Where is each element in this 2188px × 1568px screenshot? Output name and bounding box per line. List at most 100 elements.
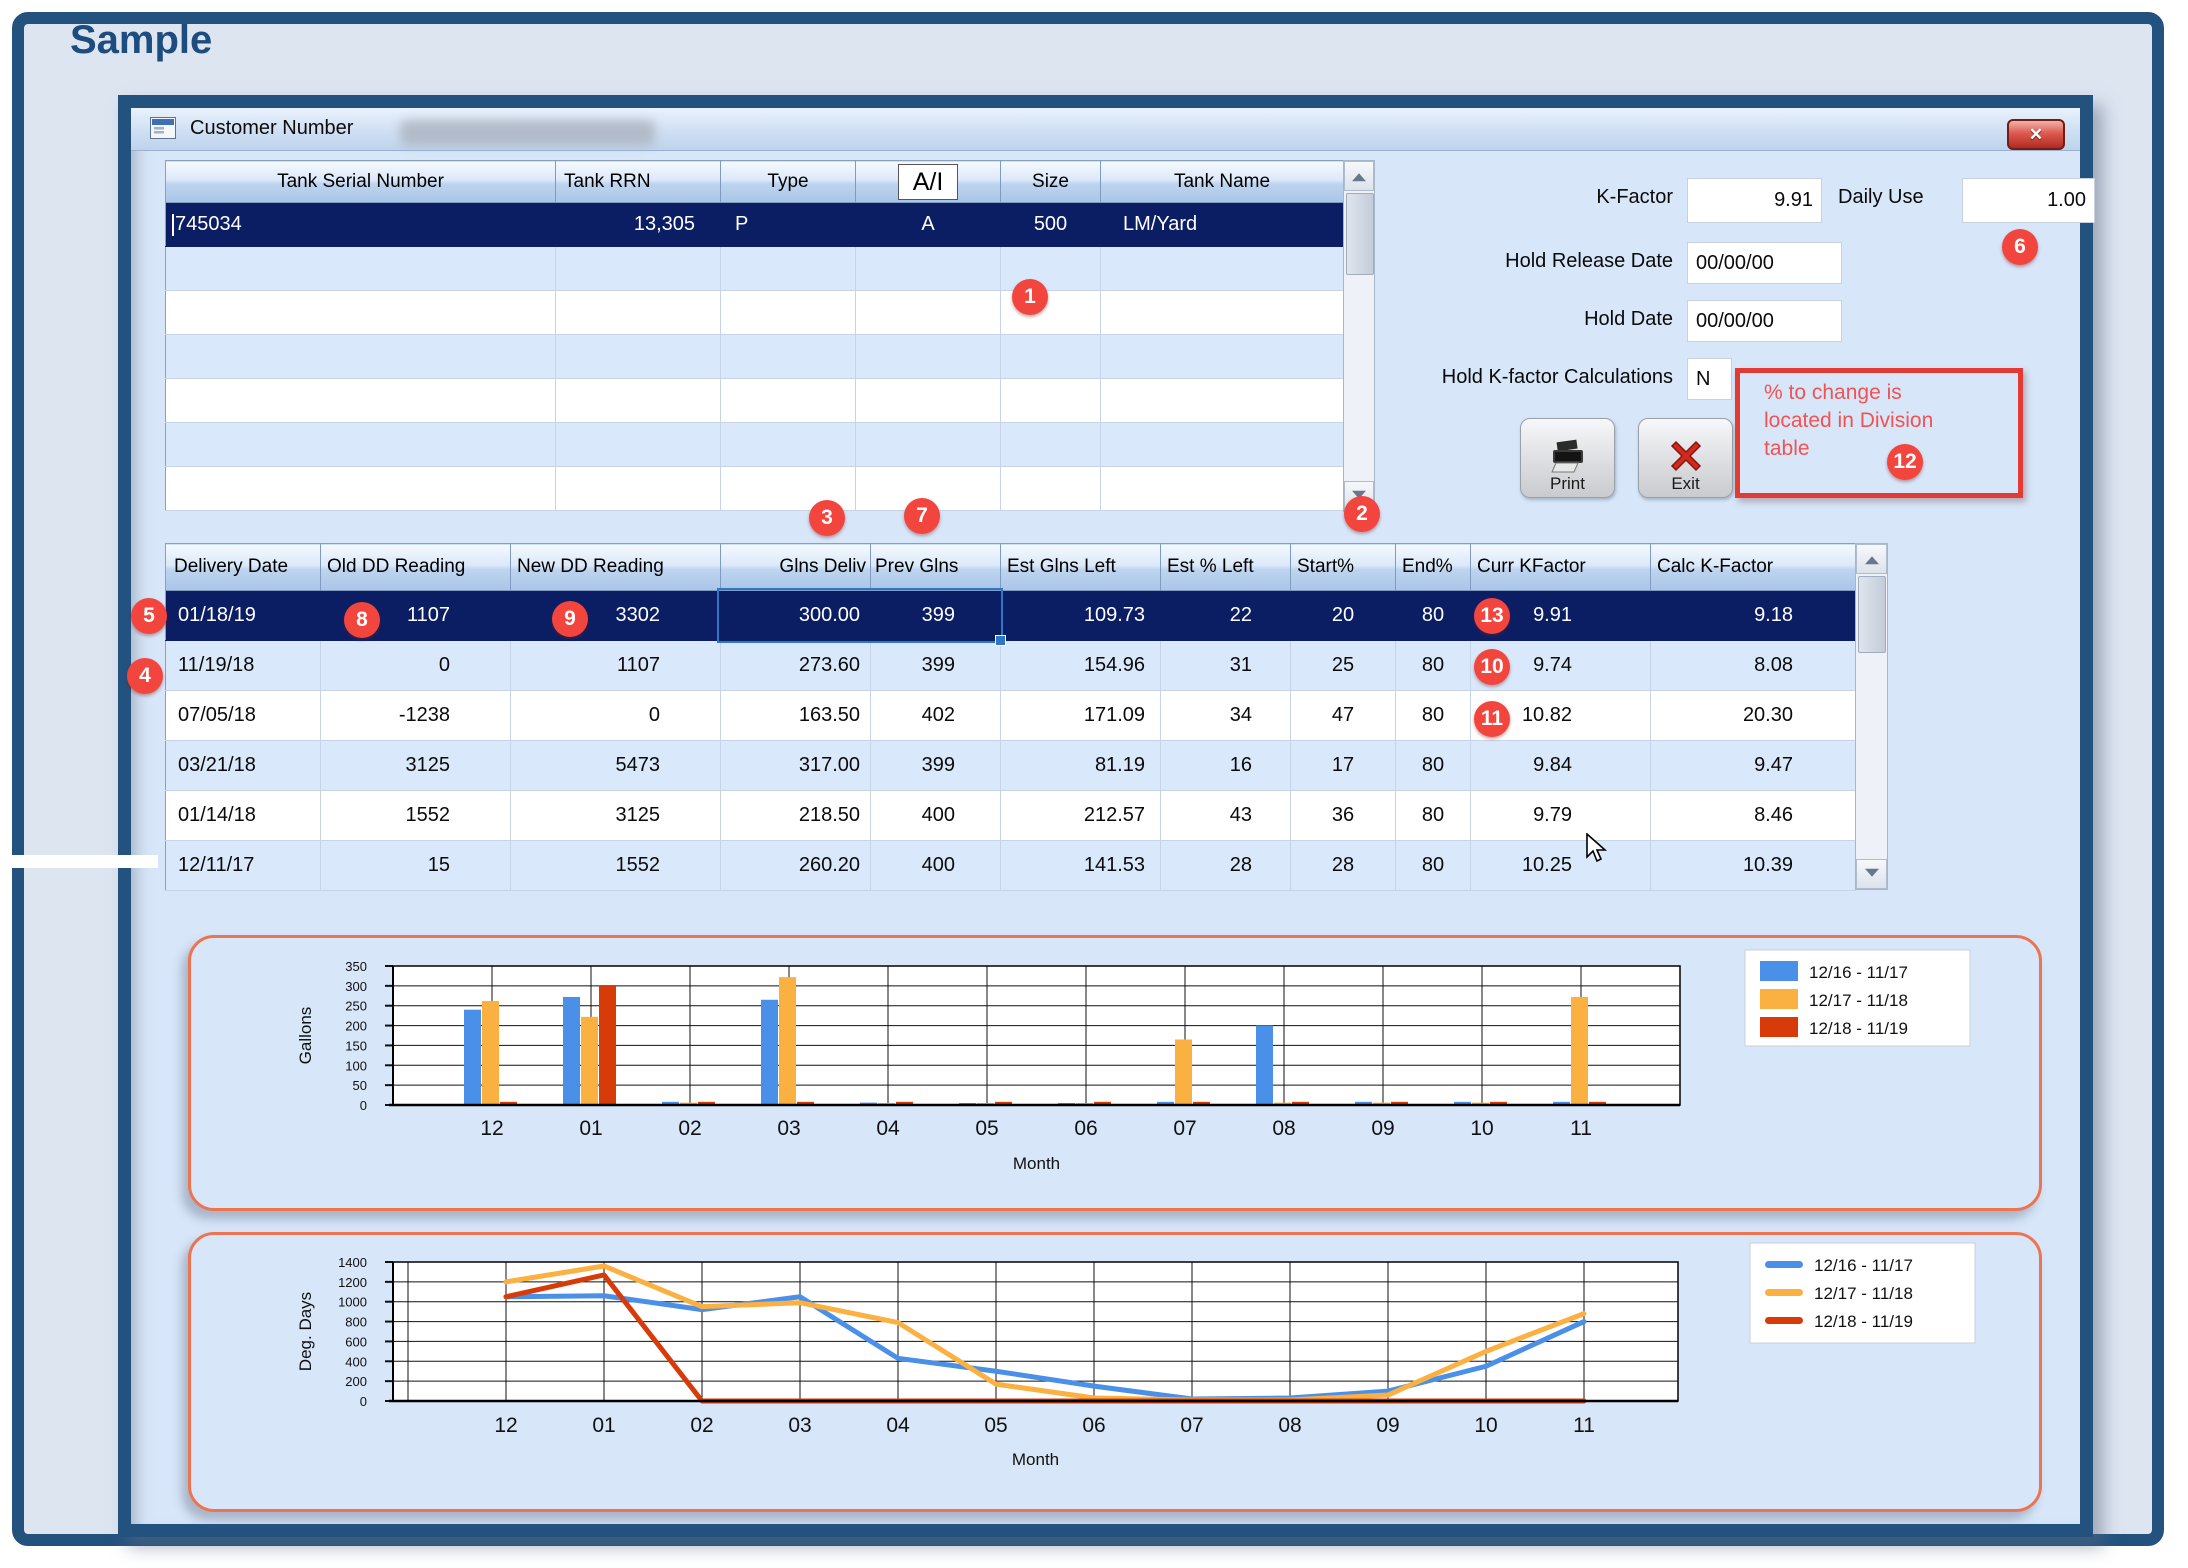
svg-text:0: 0 bbox=[360, 1394, 367, 1409]
svg-text:12: 12 bbox=[494, 1414, 517, 1437]
scroll-thumb[interactable] bbox=[1346, 193, 1374, 275]
svg-text:1200: 1200 bbox=[338, 1275, 367, 1290]
svg-text:0: 0 bbox=[360, 1098, 367, 1113]
selection-handle[interactable] bbox=[995, 635, 1006, 646]
col-prev-glns[interactable]: Prev Glns bbox=[870, 543, 1001, 591]
svg-text:03: 03 bbox=[788, 1414, 811, 1437]
scroll-down-button[interactable] bbox=[1856, 859, 1887, 889]
svg-text:03: 03 bbox=[777, 1117, 800, 1140]
col-glns-deliv[interactable]: Glns Deliv bbox=[720, 543, 871, 591]
hold-date-field[interactable]: 00/00/00 bbox=[1687, 300, 1842, 342]
col-size[interactable]: Size bbox=[1000, 160, 1101, 203]
delivery-scrollbar[interactable] bbox=[1855, 543, 1888, 890]
badge-6: 6 bbox=[2002, 229, 2038, 265]
k-factor-field[interactable]: 9.91 bbox=[1687, 178, 1822, 223]
col-curr-kfactor[interactable]: Curr KFactor bbox=[1470, 543, 1651, 591]
col-ai[interactable]: A/I bbox=[855, 160, 1001, 203]
col-type[interactable]: Type bbox=[720, 160, 856, 203]
delivery-row[interactable]: 01/14/18 1552 3125 218.50 400 212.57 43 36 80 9.7… bbox=[165, 790, 1856, 841]
col-calc-kfactor[interactable]: Calc K-Factor bbox=[1650, 543, 1856, 591]
hold-release-date-field[interactable]: 00/00/00 bbox=[1687, 242, 1842, 284]
svg-text:09: 09 bbox=[1376, 1414, 1399, 1437]
delivery-row[interactable]: 11/19/18 0 1107 273.60 399 154.96 31 25 80 9.74 8.… bbox=[165, 640, 1856, 691]
daily-use-field[interactable]: 1.00 bbox=[1962, 178, 2095, 223]
delivery-table: Delivery Date Old DD Reading New DD Read… bbox=[165, 543, 1856, 891]
svg-text:12/16 - 11/17: 12/16 - 11/17 bbox=[1814, 1256, 1913, 1275]
svg-text:08: 08 bbox=[1278, 1414, 1301, 1437]
col-new-dd[interactable]: New DD Reading bbox=[510, 543, 721, 591]
svg-text:12/17 - 11/18: 12/17 - 11/18 bbox=[1814, 1284, 1913, 1303]
col-est-glns-left[interactable]: Est Glns Left bbox=[1000, 543, 1161, 591]
ai-toggle[interactable]: A/I bbox=[897, 163, 959, 200]
svg-text:300: 300 bbox=[345, 979, 367, 994]
close-button[interactable]: ✕ bbox=[2007, 119, 2065, 150]
svg-text:800: 800 bbox=[345, 1315, 367, 1330]
tank-row-empty[interactable] bbox=[165, 290, 1344, 335]
svg-text:05: 05 bbox=[984, 1414, 1007, 1437]
col-delivery-date[interactable]: Delivery Date bbox=[165, 543, 321, 591]
delivery-row-selected[interactable]: 01/18/19 1107 3302 300.00 399 109.73 22 20 80 9.9… bbox=[165, 590, 1856, 641]
col-tank-rrn[interactable]: Tank RRN bbox=[555, 160, 721, 203]
delivery-row[interactable]: 12/11/17 15 1552 260.20 400 141.53 28 28 80 10.25… bbox=[165, 840, 1856, 891]
svg-text:11: 11 bbox=[1570, 1117, 1592, 1140]
delivery-row[interactable]: 07/05/18 -1238 0 163.50 402 171.09 34 47 80 10.82… bbox=[165, 690, 1856, 741]
note-line-3: table bbox=[1764, 437, 1810, 460]
svg-text:250: 250 bbox=[345, 999, 367, 1014]
badge-3: 3 bbox=[809, 500, 845, 536]
svg-text:1000: 1000 bbox=[338, 1295, 367, 1310]
svg-text:04: 04 bbox=[886, 1414, 910, 1437]
k-factor-label: K-Factor bbox=[1596, 186, 1673, 208]
scroll-up-button[interactable] bbox=[1344, 161, 1374, 191]
scroll-thumb[interactable] bbox=[1858, 576, 1886, 653]
hold-date-label: Hold Date bbox=[1584, 308, 1673, 330]
cell-selection-box bbox=[717, 588, 1006, 646]
tank-row-empty[interactable] bbox=[165, 466, 1344, 511]
badge-11: 11 bbox=[1474, 701, 1510, 737]
svg-text:01: 01 bbox=[579, 1117, 602, 1140]
print-button[interactable]: Print bbox=[1520, 418, 1615, 498]
tank-row-empty[interactable] bbox=[165, 334, 1344, 379]
scroll-up-icon bbox=[1864, 556, 1879, 565]
scroll-up-icon bbox=[1352, 173, 1366, 182]
note-line-1: % to change is bbox=[1764, 381, 1902, 404]
hold-kfactor-field[interactable]: N bbox=[1687, 358, 1732, 400]
svg-text:400: 400 bbox=[345, 1354, 367, 1369]
badge-12: 12 bbox=[1887, 444, 1923, 480]
svg-text:06: 06 bbox=[1082, 1414, 1105, 1437]
col-tank-name[interactable]: Tank Name bbox=[1100, 160, 1344, 203]
text-caret bbox=[172, 213, 174, 236]
badge-9: 9 bbox=[552, 601, 588, 637]
col-old-dd[interactable]: Old DD Reading bbox=[320, 543, 511, 591]
col-start-pct[interactable]: Start% bbox=[1290, 543, 1396, 591]
badge-2: 2 bbox=[1344, 496, 1380, 532]
svg-text:Month: Month bbox=[1013, 1154, 1060, 1173]
exit-button[interactable]: Exit bbox=[1638, 418, 1733, 498]
badge-8: 8 bbox=[344, 602, 380, 638]
svg-text:50: 50 bbox=[353, 1078, 367, 1093]
line-chart-svg: 0 200 400 600 800 1000 1200 1400 12 01 02 03 04 05 06 0… bbox=[296, 1242, 1976, 1469]
tank-row-empty[interactable] bbox=[165, 422, 1344, 467]
col-tank-serial[interactable]: Tank Serial Number bbox=[165, 160, 556, 203]
svg-text:08: 08 bbox=[1272, 1117, 1295, 1140]
svg-text:150: 150 bbox=[345, 1038, 367, 1053]
svg-text:100: 100 bbox=[345, 1058, 367, 1073]
printer-icon bbox=[1550, 439, 1583, 473]
hold-kfactor-label: Hold K-factor Calculations bbox=[1441, 366, 1673, 388]
background-window-edge bbox=[12, 855, 158, 868]
tank-row-selected[interactable]: 745034 13,305 P A 500 LM/Yard bbox=[165, 202, 1344, 247]
tank-row-empty[interactable] bbox=[165, 246, 1344, 291]
badge-5: 5 bbox=[131, 598, 167, 634]
svg-text:07: 07 bbox=[1180, 1414, 1203, 1437]
page-title: Sample bbox=[70, 18, 213, 62]
col-end-pct[interactable]: End% bbox=[1395, 543, 1471, 591]
tank-header-row: Tank Serial Number Tank RRN Type A/I Siz… bbox=[165, 160, 1344, 203]
tank-scrollbar[interactable] bbox=[1343, 160, 1375, 512]
tank-row-empty[interactable] bbox=[165, 378, 1344, 423]
svg-text:10: 10 bbox=[1470, 1117, 1493, 1140]
scroll-up-button[interactable] bbox=[1856, 544, 1887, 574]
delivery-row[interactable]: 03/21/18 3125 5473 317.00 399 81.19 16 17 80 9.84… bbox=[165, 740, 1856, 791]
col-est-pct-left[interactable]: Est % Left bbox=[1160, 543, 1291, 591]
svg-text:02: 02 bbox=[678, 1117, 701, 1140]
badge-1: 1 bbox=[1012, 279, 1048, 315]
window-icon bbox=[150, 117, 176, 139]
